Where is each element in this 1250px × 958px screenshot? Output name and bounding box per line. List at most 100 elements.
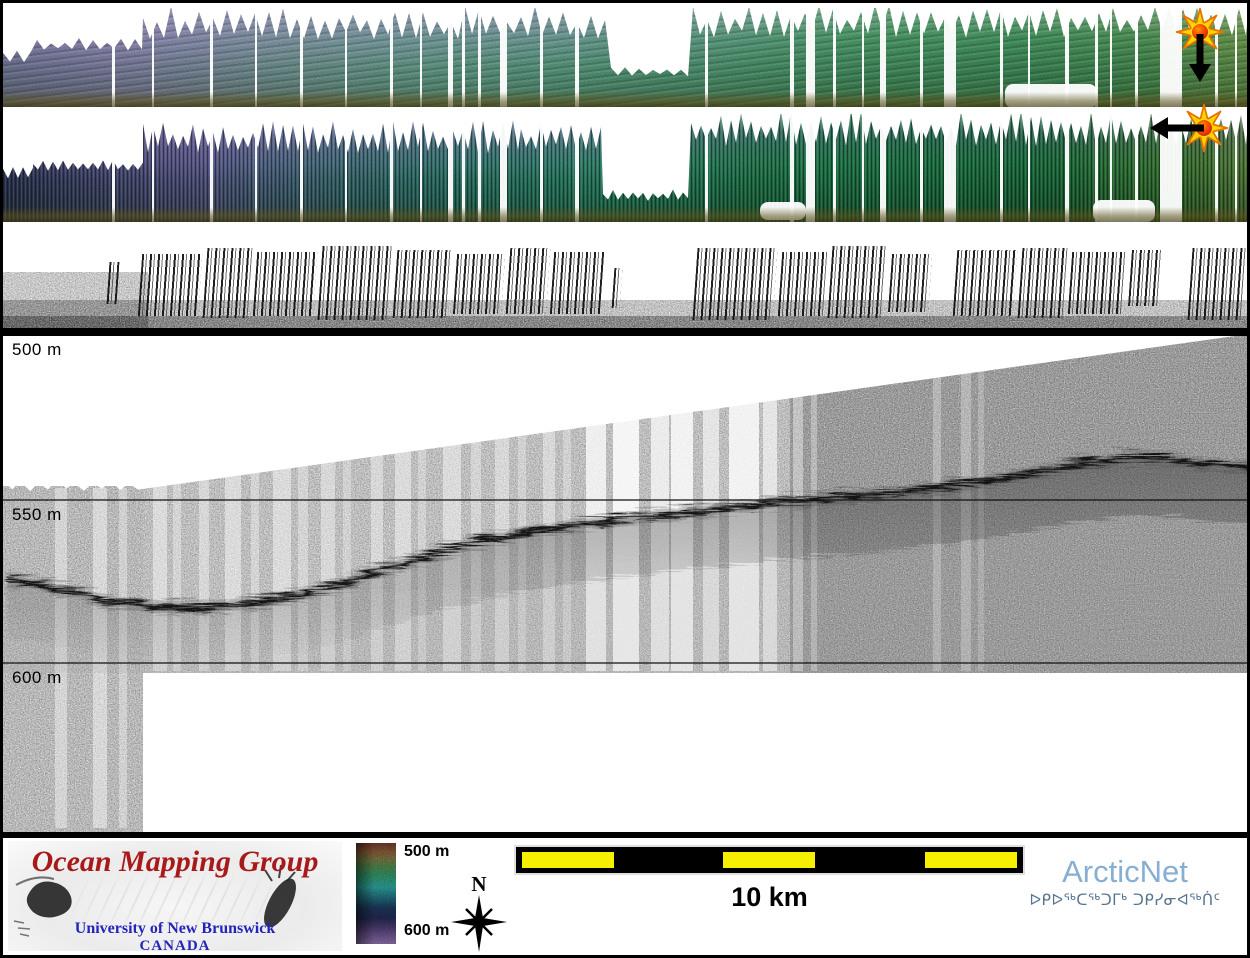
- water-column-streak: [119, 488, 127, 828]
- survey-line-gap: [880, 114, 886, 222]
- water-column-streak: [395, 338, 411, 671]
- backscatter-bar-cluster: [252, 252, 318, 316]
- water-column-streak: [563, 338, 571, 671]
- survey-line-gap: [448, 114, 453, 222]
- strip-bottom-fringe: [3, 207, 1247, 222]
- scale-bar-segment: [723, 852, 815, 868]
- water-column-streak: [321, 338, 335, 671]
- backscatter-bar-cluster: [827, 246, 888, 318]
- survey-line-gap: [790, 114, 794, 222]
- panel-divider-bottom: [3, 832, 1247, 838]
- seafloor-reflector: [3, 453, 1247, 606]
- colorbar-bottom-label: 600 m: [404, 922, 450, 939]
- survey-line-gap: [833, 114, 836, 222]
- survey-line-gap: [478, 114, 481, 222]
- water-column-streak: [93, 488, 107, 828]
- strip-bottom-fringe: [3, 92, 1247, 107]
- water-column-streak: [225, 338, 241, 671]
- water-column-streak: [495, 338, 509, 671]
- survey-line-gap: [1095, 114, 1098, 222]
- backscatter-bar-cluster: [952, 250, 1018, 316]
- bathymetry-curtain-strip: [3, 114, 1247, 222]
- strip-vertical-shading: [3, 114, 1247, 222]
- north-arrow-icon: N: [451, 874, 507, 952]
- arcticnet-wordmark: ArcticNet: [1062, 854, 1188, 889]
- water-column-streak: [199, 338, 209, 671]
- water-column-streak: [729, 338, 759, 671]
- survey-line-gap: [152, 114, 154, 222]
- strip-decoration-layer: [3, 272, 1247, 328]
- survey-line-gap: [255, 114, 257, 222]
- backscatter-bar-cluster: [1017, 248, 1068, 318]
- survey-line-gap: [944, 114, 956, 222]
- survey-line-gap: [705, 114, 708, 222]
- scale-bar-segment: [522, 852, 614, 868]
- sun-down-arrow-icon: [1175, 7, 1225, 82]
- survey-line-gap: [1000, 114, 1003, 222]
- arcticnet-logo: ArcticNet ᐅᑭᐅᖅᑕᖅᑐᒥᒃ ᑐᑭᓯᓂᐊᖅᑏᑦ: [1000, 854, 1247, 909]
- backscatter-bar-cluster: [1067, 252, 1128, 314]
- coverage-top-edge: [3, 8, 1247, 77]
- water-column-streak: [55, 488, 67, 828]
- seafloor-shadow: [3, 455, 1247, 662]
- water-column-streak: [173, 338, 181, 671]
- left-column-top-edge: [3, 336, 1235, 491]
- backscatter-bar-cluster: [549, 252, 605, 314]
- backscatter-bar-cluster: [611, 268, 623, 308]
- survey-line-gap: [1028, 114, 1030, 222]
- survey-line-gap: [862, 114, 864, 222]
- sun-left-arrow-icon: [1150, 103, 1229, 153]
- water-column-streak: [961, 338, 971, 671]
- scale-bar: [514, 845, 1025, 875]
- water-column-streak: [153, 338, 167, 671]
- survey-line-gap: [1065, 114, 1069, 222]
- bathymetry-plan-strip: [3, 8, 1247, 107]
- survey-line-gap: [420, 114, 422, 222]
- depth-colorbar: [356, 843, 396, 944]
- water-column-streak: [443, 338, 461, 671]
- water-column-streak: [793, 338, 803, 671]
- survey-line-gap: [540, 114, 543, 222]
- water-column-streak: [586, 338, 606, 671]
- depth-label-600m: 600 m: [12, 668, 62, 687]
- water-column-streak: [471, 338, 481, 671]
- water-column-streak: [543, 338, 555, 671]
- survey-line-gap: [1135, 114, 1138, 222]
- ocean-mapping-group-logo: Ocean Mapping Group University of New Br…: [8, 841, 342, 951]
- strip-decoration-layer: [3, 114, 1247, 222]
- backscatter-bar-cluster: [106, 262, 120, 304]
- backscatter-bar-cluster: [1187, 248, 1247, 320]
- water-column-streak: [763, 338, 777, 671]
- subbottom-render-layer: [3, 336, 1247, 832]
- survey-line-gap: [1110, 114, 1112, 222]
- seafloor-reflector: [3, 451, 1247, 608]
- water-column-streak: [811, 338, 817, 671]
- water-column-streak: [651, 338, 669, 671]
- arcticnet-inuktitut: ᐅᑭᐅᖅᑕᖅᑐᒥᒃ ᑐᑭᓯᓂᐊᖅᑏᑦ: [1029, 891, 1221, 909]
- sub-seafloor-tint: [3, 455, 1247, 673]
- backscatter-bar-cluster: [777, 252, 828, 316]
- survey-line-gap: [920, 114, 923, 222]
- water-column-streak: [273, 338, 291, 671]
- water-column-streak: [343, 338, 351, 671]
- depth-label-500m: 500 m: [12, 340, 62, 359]
- survey-line-gap: [806, 114, 815, 222]
- survey-line-gap: [575, 114, 579, 222]
- omg-country: CANADA: [139, 938, 211, 951]
- water-column-streak: [298, 338, 308, 671]
- backscatter-bar-cluster: [505, 248, 551, 314]
- coverage-top-edge: [3, 114, 1247, 201]
- water-column-streak: [613, 338, 639, 671]
- water-column-streak: [251, 338, 259, 671]
- water-column-streak: [518, 338, 526, 671]
- backscatter-bar-cluster: [1128, 250, 1162, 306]
- depth-label-550m: 550 m: [12, 505, 62, 524]
- panel-divider-top: [3, 328, 1247, 336]
- backscatter-bar-cluster: [452, 254, 506, 314]
- compass-n-label: N: [471, 874, 486, 896]
- strip-purple-tint: [3, 114, 1247, 222]
- survey-line-gap: [462, 114, 465, 222]
- water-column-streak: [371, 338, 383, 671]
- survey-line-gap: [390, 114, 393, 222]
- water-column-streak: [978, 338, 984, 671]
